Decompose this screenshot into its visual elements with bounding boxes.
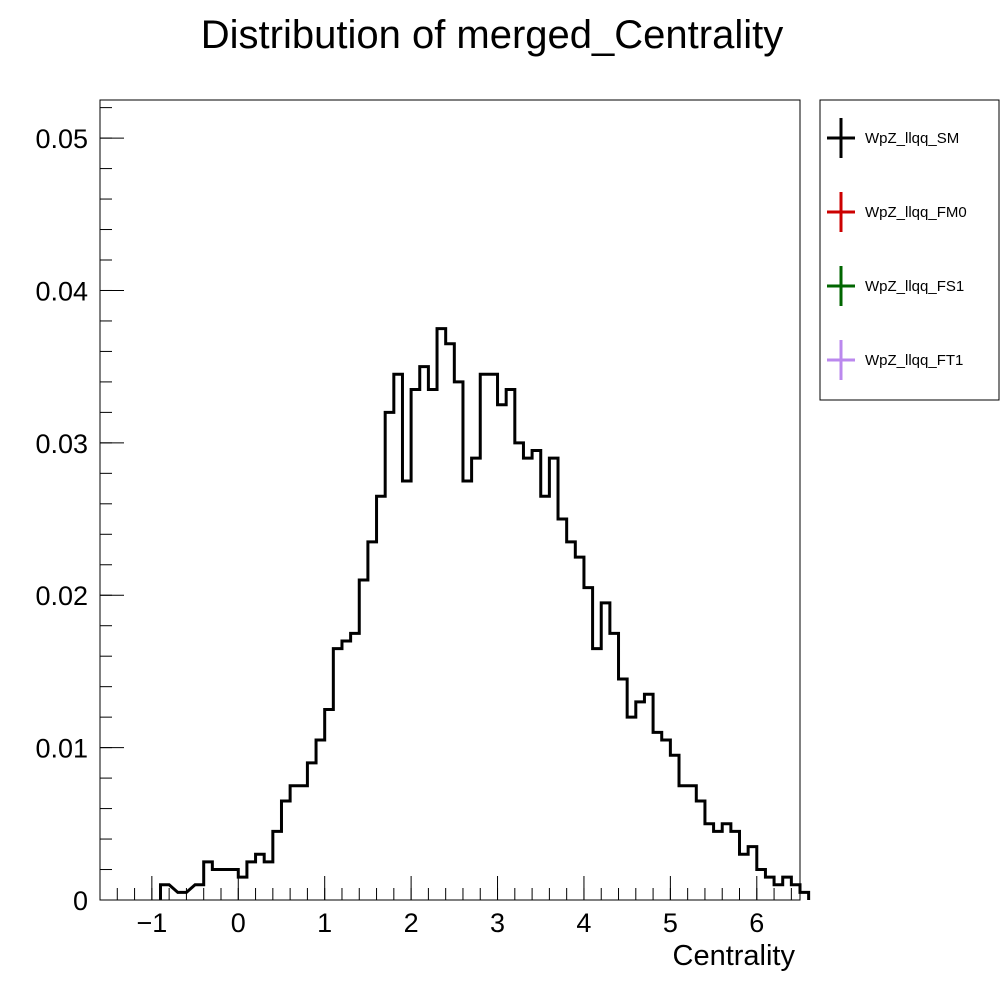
x-tick-label: 5	[663, 908, 678, 938]
x-tick-label: 2	[404, 908, 419, 938]
plot-frame	[99, 99, 801, 901]
chart-title: Distribution of merged_Centrality	[201, 13, 783, 57]
y-tick-label: 0.05	[35, 124, 88, 154]
legend-label: WpZ_llqq_FT1	[865, 352, 963, 369]
x-axis-label: Centrality	[673, 940, 796, 972]
legend-label: WpZ_llqq_FM0	[865, 204, 967, 221]
y-tick-label: 0.03	[35, 429, 88, 459]
legend-label: WpZ_llqq_SM	[865, 130, 959, 147]
legend: WpZ_llqq_SM WpZ_llqq_FM0 WpZ_llqq_FS1 WpZ_l…	[819, 99, 1000, 401]
y-tick-label: 0.04	[35, 276, 88, 306]
y-tick-label: 0.02	[35, 581, 88, 611]
histogram-series-0	[158, 327, 811, 900]
x-tick-label: −1	[136, 908, 167, 938]
x-tick-label: 3	[490, 908, 505, 938]
y-tick-label: 0.01	[35, 734, 88, 764]
legend-box	[819, 99, 1000, 401]
legend-label: WpZ_llqq_FS1	[865, 278, 964, 295]
x-tick-label: 4	[576, 908, 591, 938]
x-tick-label: 0	[231, 908, 246, 938]
x-tick-label: 6	[749, 908, 764, 938]
x-tick-label: 1	[317, 908, 332, 938]
y-tick-label: 0	[73, 886, 88, 916]
plot-area: −1 0 1 2 3 4 5 6 0 0.01 0.02 0.03 0.04 0.05 Centrality	[35, 99, 811, 972]
